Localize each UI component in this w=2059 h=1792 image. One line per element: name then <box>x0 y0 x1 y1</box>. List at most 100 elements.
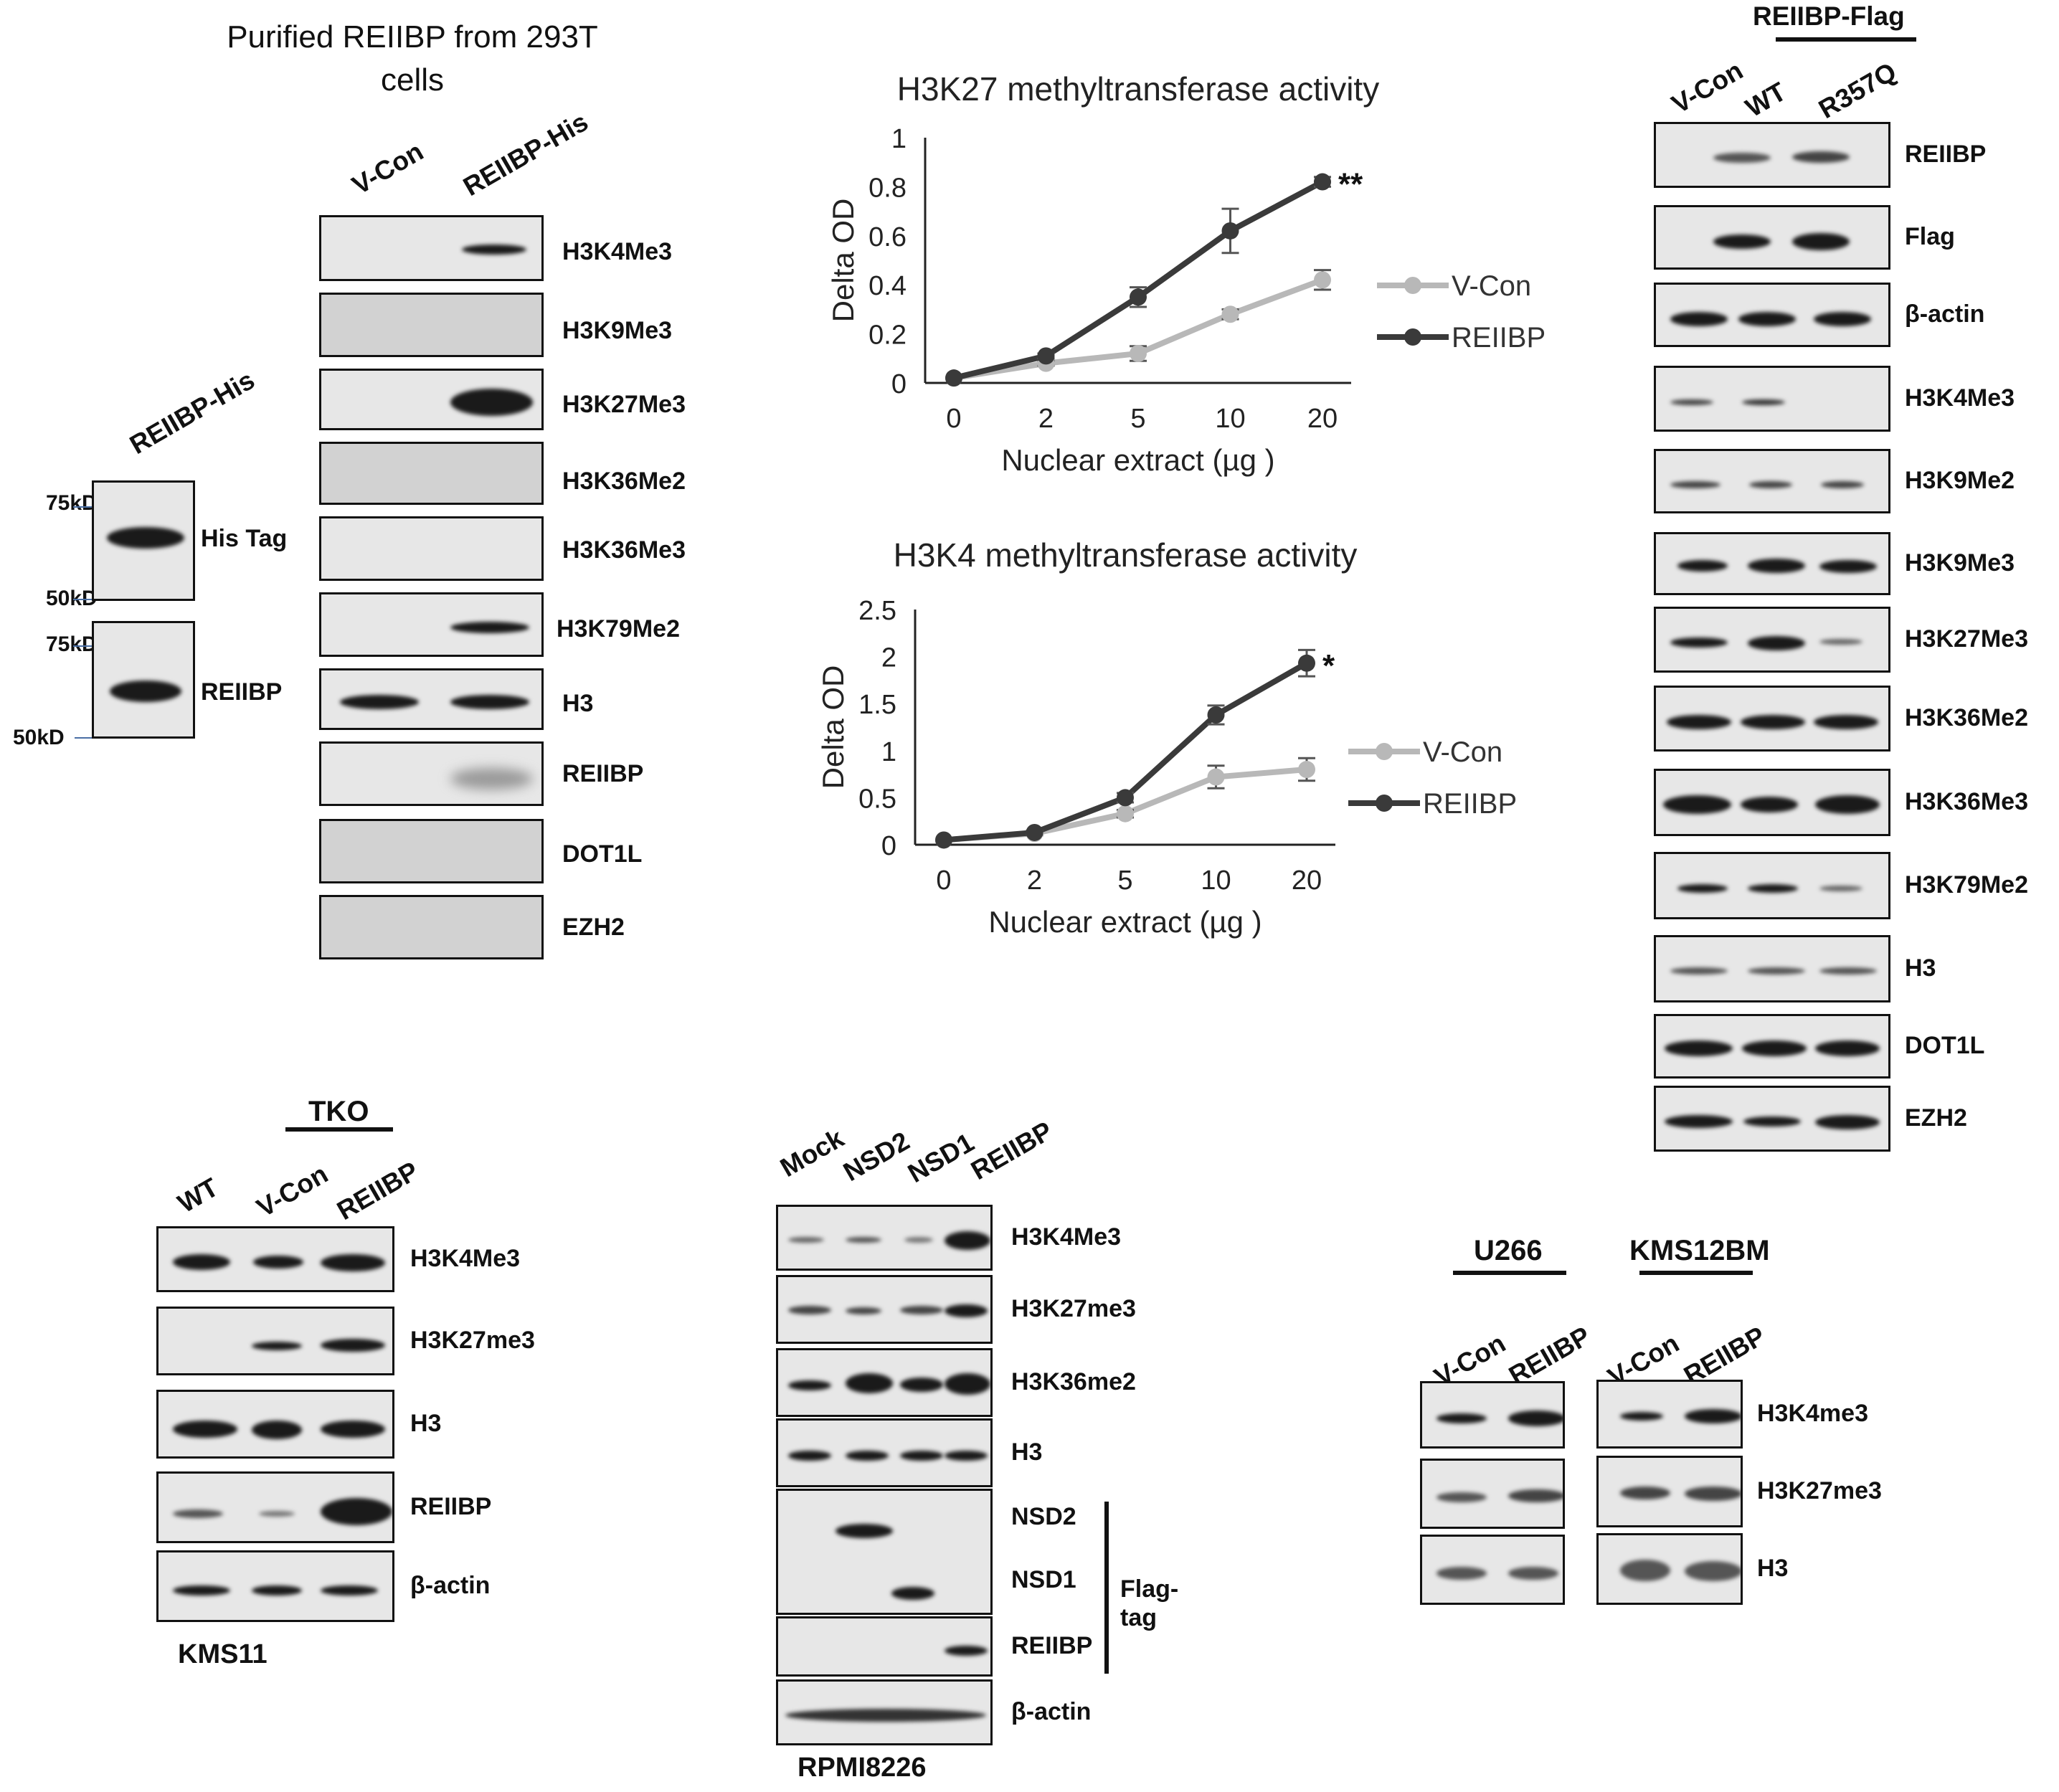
blot-h3 <box>319 668 544 730</box>
blot-label: H3K27me3 <box>1011 1295 1136 1322</box>
blot-h3k9me2 <box>1654 449 1890 513</box>
data-point-reiibp <box>1298 654 1315 672</box>
y-tick-label: 0.8 <box>868 173 907 203</box>
legend-label: REIIBP <box>1452 322 1546 354</box>
blot-reiibp-small <box>92 621 195 739</box>
lane-label: R357Q <box>1814 57 1902 125</box>
lane-label: REIIBP <box>332 1155 424 1226</box>
blot-flag <box>1654 205 1890 270</box>
blot-label: H3K36me2 <box>1011 1368 1136 1395</box>
data-point-reiibp <box>935 831 952 849</box>
mw-marker: 75kD <box>46 491 98 515</box>
x-tick-label: 0 <box>946 404 961 434</box>
data-point-v-con <box>1298 761 1315 779</box>
lane-label: WT <box>173 1172 224 1219</box>
blot-h3k27me3 <box>776 1275 993 1344</box>
blot-label: REIIBP <box>562 760 644 787</box>
lane-label: REIIBP-His <box>458 106 593 202</box>
data-point-reiibp <box>1207 706 1225 724</box>
legend-label: V-Con <box>1423 736 1502 768</box>
blot-label: DOT1L <box>562 840 643 868</box>
blot-label: H3K36Me3 <box>562 536 686 564</box>
blot-label: EZH2 <box>562 914 625 941</box>
y-axis-label: Delta OD <box>826 199 860 323</box>
lane-label: REIIBP-His <box>125 364 260 460</box>
data-point-reiibp <box>1130 288 1147 306</box>
blot-null <box>1420 1381 1565 1449</box>
data-point-reiibp <box>1221 222 1239 240</box>
lane-label: Mock <box>775 1123 849 1183</box>
blot-h3k9me3 <box>1654 532 1890 595</box>
data-point-reiibp <box>1037 347 1055 365</box>
y-tick-label: 1.5 <box>858 690 896 720</box>
blot-h3k36me2 <box>776 1348 993 1417</box>
blot-ezh2 <box>319 895 544 959</box>
blot-dot1l <box>319 819 544 883</box>
lane-label: V-Con <box>252 1159 333 1223</box>
blot-label: REIIBP <box>1905 141 1987 168</box>
data-point-v-con <box>1130 344 1147 362</box>
blot-null <box>776 1489 993 1615</box>
y-tick-label: 0.5 <box>858 784 896 814</box>
y-tick-label: 0.6 <box>868 222 907 252</box>
underline <box>1453 1271 1566 1275</box>
blot-reiibp <box>1654 122 1890 188</box>
blot--actin <box>776 1679 993 1745</box>
blot-h3 <box>1654 935 1890 1002</box>
blot-label: REIIBP <box>201 678 283 706</box>
lane-label: NSD2 <box>838 1126 914 1187</box>
blot-label: H3 <box>410 1410 442 1437</box>
data-point-reiibp <box>1026 823 1043 841</box>
blot-h3k36me3 <box>319 516 544 581</box>
blot-h3 <box>1596 1533 1743 1605</box>
bracket-label: Flag-tag <box>1120 1575 1179 1631</box>
y-tick-label: 2 <box>881 643 896 673</box>
blot-h3 <box>156 1390 394 1459</box>
legend-label: V-Con <box>1452 270 1531 302</box>
significance-annotation: ** <box>1338 167 1363 202</box>
blot-reiibp <box>319 741 544 806</box>
blot-label: His Tag <box>201 525 288 552</box>
blot-h3k27me3 <box>1596 1456 1743 1527</box>
data-point-v-con <box>1314 271 1331 289</box>
x-tick-label: 20 <box>1307 404 1338 434</box>
blot-h3k36me2 <box>319 442 544 505</box>
y-tick-label: 0 <box>891 369 907 399</box>
y-tick-label: 0 <box>881 831 896 861</box>
blot-label: H3 <box>1757 1555 1789 1582</box>
mw-tick <box>75 737 93 739</box>
blot-h3k4me3 <box>1654 366 1890 432</box>
blot-h3k79me2 <box>1654 852 1890 919</box>
blot-label: NSD2 <box>1011 1503 1076 1530</box>
blot-h3k4me3 <box>319 215 544 281</box>
blot-h3k4me3 <box>776 1205 993 1271</box>
panel-d-header: REIIBP-Flag <box>1753 1 1905 31</box>
chart-title: H3K27 methyltransferase activity <box>897 72 1379 108</box>
x-tick-label: 0 <box>936 866 951 896</box>
y-tick-label: 1 <box>891 124 907 154</box>
blot-his-tag <box>92 480 195 601</box>
x-axis-label: Nuclear extract (µg ) <box>988 905 1262 939</box>
blot-label: H3 <box>1905 954 1936 982</box>
x-axis-label: Nuclear extract (µg ) <box>1001 443 1274 477</box>
legend-label: REIIBP <box>1423 788 1517 820</box>
blot-reiibp <box>776 1616 993 1677</box>
blot-label: DOT1L <box>1905 1032 1985 1059</box>
mw-tick <box>73 645 92 647</box>
blot-label: H3K79Me2 <box>557 615 680 643</box>
underline <box>1776 37 1916 42</box>
underline <box>1639 1271 1753 1275</box>
blot-label: β-actin <box>1011 1698 1092 1725</box>
blot-label: H3K4Me3 <box>1011 1223 1122 1251</box>
y-tick-label: 2.5 <box>858 596 896 626</box>
blot-label: H3K79Me2 <box>1905 871 2028 899</box>
data-point-reiibp <box>1314 173 1331 191</box>
data-point-v-con <box>1221 305 1239 323</box>
blot-label: H3 <box>562 690 594 717</box>
blot-h3k4me3 <box>156 1226 394 1292</box>
blot-label: H3K4Me3 <box>1905 384 2015 412</box>
legend-marker <box>1376 795 1393 812</box>
panel-g-header: U266 <box>1474 1235 1543 1266</box>
cell-line-label: KMS11 <box>178 1639 268 1669</box>
significance-annotation: * <box>1322 648 1335 683</box>
